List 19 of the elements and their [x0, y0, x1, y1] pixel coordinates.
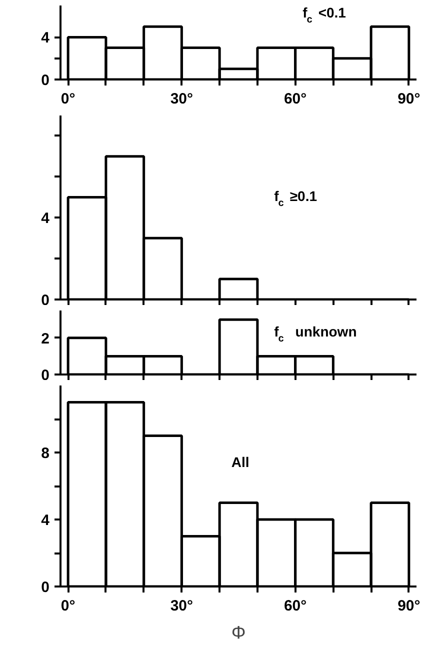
y-tick-label: 0 [41, 579, 50, 596]
y-tick-label: 0 [41, 72, 50, 89]
x-tick-label: 30° [170, 598, 194, 614]
y-tick-label: 2 [41, 330, 50, 348]
y-tick-label: 0 [41, 367, 50, 384]
y-tick-label: 4 [41, 210, 50, 228]
x-tick-label: 90° [398, 598, 420, 614]
x-tick-label: 0° [60, 598, 76, 614]
y-tick-label: 0 [41, 292, 50, 309]
text: All [231, 454, 250, 470]
x-tick-label: 30° [170, 90, 194, 108]
y-tick-label: 4 [41, 512, 50, 529]
x-tick-label: 0° [60, 90, 76, 108]
y-tick-label: 8 [41, 445, 50, 462]
x-tick-label: 60° [284, 90, 307, 108]
y-tick-label: 4 [41, 30, 50, 47]
x-tick-label: 60° [284, 598, 307, 614]
x-tick-label: 90° [398, 90, 420, 108]
x-axis-title: Φ [231, 622, 246, 642]
